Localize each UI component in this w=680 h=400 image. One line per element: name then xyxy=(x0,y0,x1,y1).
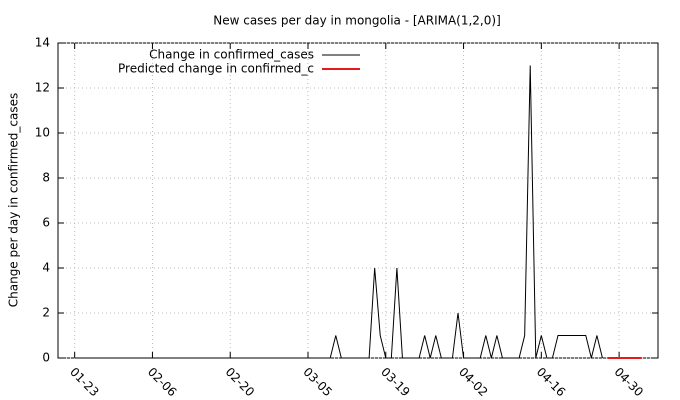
y-tick-label: 0 xyxy=(42,351,50,365)
chart-title: New cases per day in mongolia - [ARIMA(1… xyxy=(213,14,501,28)
y-tick-label: 6 xyxy=(42,216,50,230)
y-axis-label: Change per day in confirmed_cases xyxy=(7,93,21,308)
legend-label: Predicted change in confirmed_c xyxy=(118,62,314,76)
legend: Change in confirmed_cases Predicted chan… xyxy=(118,48,360,76)
legend-label: Change in confirmed_cases xyxy=(149,48,314,62)
x-tick-label: 01-23 xyxy=(67,365,102,400)
y-tick-label: 4 xyxy=(42,261,50,275)
y-tick-label: 12 xyxy=(35,81,50,95)
x-tick-label: 04-30 xyxy=(612,365,647,400)
x-tick-label: 03-05 xyxy=(300,365,335,400)
x-tick-label: 02-20 xyxy=(223,365,258,400)
plot-frame xyxy=(57,42,659,359)
y-tick-label: 10 xyxy=(35,126,50,140)
series-line xyxy=(74,65,603,359)
y-tick-label: 2 xyxy=(42,306,50,320)
y-tick-label: 14 xyxy=(35,36,50,50)
x-tick-label: 03-19 xyxy=(378,365,413,400)
x-tick-label: 04-16 xyxy=(534,365,569,400)
x-tick-label: 02-06 xyxy=(145,365,180,400)
x-tick-label: 04-02 xyxy=(456,365,491,400)
y-tick-label: 8 xyxy=(42,171,50,185)
